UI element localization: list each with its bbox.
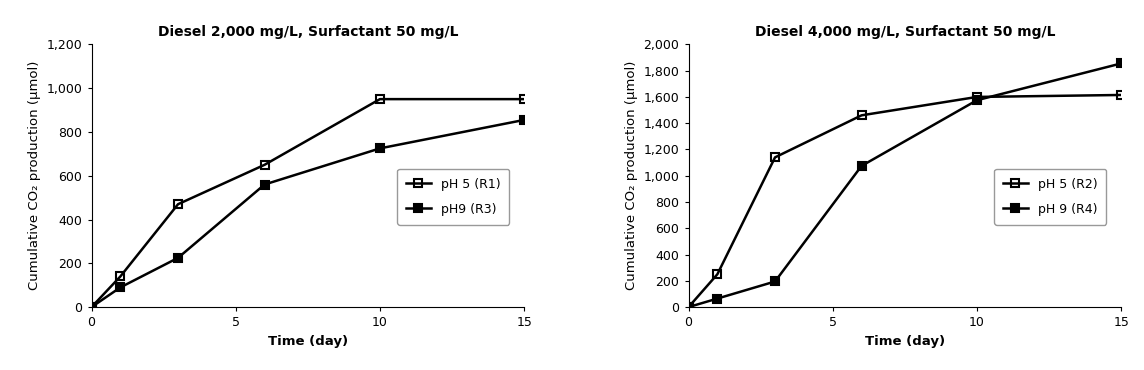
pH 5 (R1) (517, 97, 531, 101)
X-axis label: Time (day): Time (day) (865, 335, 945, 348)
pH 9 (R4) (682, 305, 696, 309)
pH9 (R3) (172, 256, 185, 260)
pH 9 (R4) (1114, 61, 1128, 65)
Y-axis label: Cumulative CO₂ production (μmol): Cumulative CO₂ production (μmol) (29, 61, 41, 290)
pH 5 (R1) (373, 97, 387, 101)
pH 9 (R4) (710, 296, 724, 301)
pH 5 (R2) (768, 155, 781, 159)
Line: pH9 (R3): pH9 (R3) (87, 116, 529, 311)
Line: pH 5 (R1): pH 5 (R1) (87, 95, 529, 311)
pH9 (R3) (257, 182, 271, 187)
pH 5 (R1) (113, 274, 127, 279)
pH 9 (R4) (855, 164, 868, 168)
Line: pH 9 (R4): pH 9 (R4) (684, 59, 1126, 311)
pH 9 (R4) (970, 98, 984, 102)
Title: Diesel 4,000 mg/L, Surfactant 50 mg/L: Diesel 4,000 mg/L, Surfactant 50 mg/L (755, 25, 1055, 39)
Title: Diesel 2,000 mg/L, Surfactant 50 mg/L: Diesel 2,000 mg/L, Surfactant 50 mg/L (158, 25, 458, 39)
pH9 (R3) (373, 146, 387, 151)
pH 5 (R2) (1114, 93, 1128, 97)
pH 5 (R2) (682, 305, 696, 309)
pH9 (R3) (85, 305, 98, 309)
pH 5 (R1) (85, 305, 98, 309)
X-axis label: Time (day): Time (day) (268, 335, 348, 348)
pH 5 (R2) (710, 272, 724, 276)
Y-axis label: Cumulative CO₂ production (μmol): Cumulative CO₂ production (μmol) (625, 61, 638, 290)
pH 5 (R2) (855, 113, 868, 118)
Legend: pH 5 (R1), pH9 (R3): pH 5 (R1), pH9 (R3) (397, 169, 509, 225)
pH 5 (R1) (172, 202, 185, 206)
pH9 (R3) (113, 285, 127, 290)
pH 5 (R1) (257, 162, 271, 167)
Line: pH 5 (R2): pH 5 (R2) (684, 91, 1126, 311)
Legend: pH 5 (R2), pH 9 (R4): pH 5 (R2), pH 9 (R4) (994, 169, 1106, 225)
pH 9 (R4) (768, 279, 781, 284)
pH9 (R3) (517, 118, 531, 122)
pH 5 (R2) (970, 95, 984, 99)
